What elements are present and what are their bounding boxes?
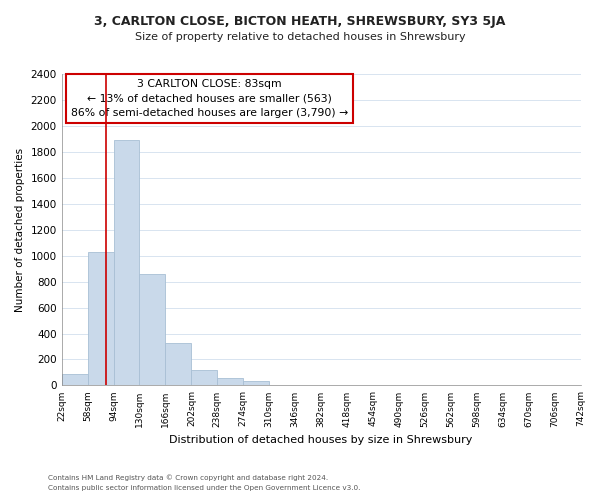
Text: 3 CARLTON CLOSE: 83sqm
← 13% of detached houses are smaller (563)
86% of semi-de: 3 CARLTON CLOSE: 83sqm ← 13% of detached… (71, 78, 348, 118)
Bar (243, 381, 269, 386)
Y-axis label: Number of detached properties: Number of detached properties (15, 148, 25, 312)
Bar (88, 252, 113, 386)
Text: Contains HM Land Registry data © Crown copyright and database right 2024.: Contains HM Land Registry data © Crown c… (48, 474, 328, 481)
Bar (191, 370, 217, 386)
Text: Size of property relative to detached houses in Shrewsbury: Size of property relative to detached ho… (134, 32, 466, 42)
Text: Contains public sector information licensed under the Open Government Licence v3: Contains public sector information licen… (48, 485, 361, 491)
X-axis label: Distribution of detached houses by size in Shrewsbury: Distribution of detached houses by size … (169, 435, 473, 445)
Bar (62, 374, 88, 386)
Bar (113, 140, 139, 386)
Text: 3, CARLTON CLOSE, BICTON HEATH, SHREWSBURY, SY3 5JA: 3, CARLTON CLOSE, BICTON HEATH, SHREWSBU… (94, 15, 506, 28)
Bar (166, 344, 191, 386)
Bar (217, 378, 243, 386)
Bar (139, 274, 166, 386)
